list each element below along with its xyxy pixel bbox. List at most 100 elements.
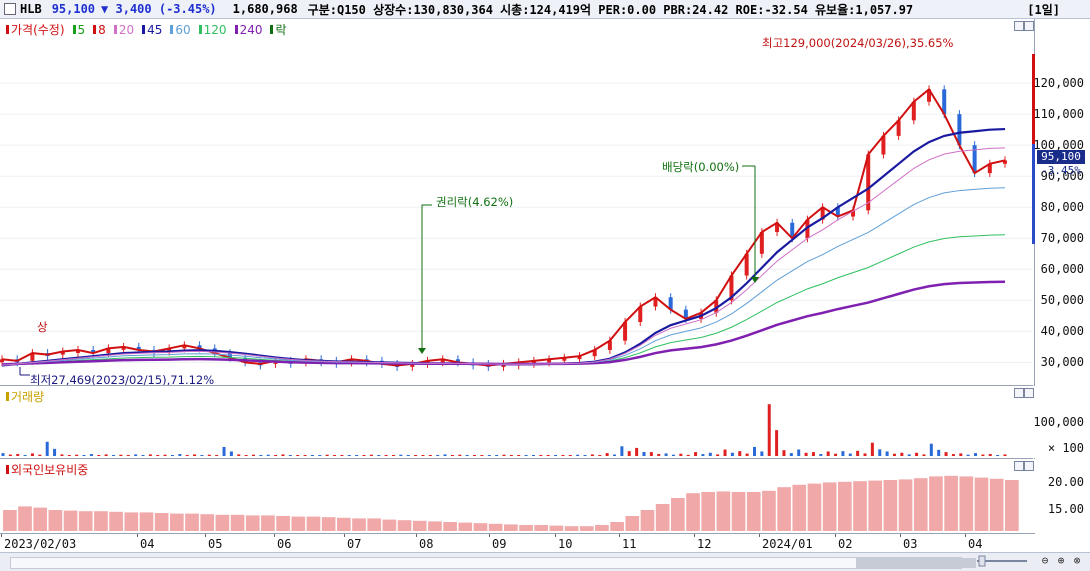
panel-minimize-icon[interactable] <box>1014 461 1024 471</box>
legend-item[interactable]: 60 <box>175 22 191 37</box>
volume-bar <box>922 454 926 456</box>
volume-bar <box>716 454 720 456</box>
price-tick-label: 120,000 <box>1033 76 1084 91</box>
volume-bar <box>207 454 211 456</box>
price-chart[interactable] <box>0 19 1035 385</box>
volume-bar <box>104 454 108 456</box>
date-tick <box>619 534 620 537</box>
volume-bar <box>237 454 241 456</box>
ownership-bar <box>276 516 290 531</box>
volume-bar <box>119 454 123 456</box>
volume-bar <box>340 455 344 456</box>
volume-bar <box>244 455 248 456</box>
horizontal-scrollbar[interactable] <box>10 557 976 569</box>
ownership-bar <box>109 511 123 531</box>
price-change: ▼ 3,400 (-3.45%) <box>101 2 217 16</box>
panel-minimize-icon[interactable] <box>1014 388 1024 398</box>
ownership-bar <box>534 525 549 531</box>
dividend-annotation: 배당락(0.00%) <box>662 160 740 174</box>
volume-bar <box>686 454 690 456</box>
foreign-ownership-panel[interactable]: 외국인보유비중 <box>0 459 1035 533</box>
ownership-bar <box>18 506 32 531</box>
price-range-bar <box>1032 54 1035 244</box>
volume-bar <box>642 451 646 456</box>
ownership-bar <box>579 526 594 531</box>
price-panel[interactable]: 가격(수정) 5 8 20 45 60 120 240 락 최고129,000(2024/03/… <box>0 19 1035 387</box>
volume-bar <box>23 455 27 456</box>
legend-item[interactable]: 가격(수정) <box>11 23 65 37</box>
ownership-bar <box>640 510 655 531</box>
volume-bar <box>937 449 941 456</box>
volume-axis-label: 100,000 <box>1033 415 1084 429</box>
volume-axis-unit: × 100 <box>1047 441 1084 455</box>
ownership-bar <box>504 524 518 531</box>
ownership-bar <box>291 516 306 531</box>
volume-bar <box>701 454 705 456</box>
panel-close-icon[interactable] <box>1024 388 1034 398</box>
volume-bar <box>487 455 491 456</box>
checkbox-icon[interactable] <box>4 3 16 15</box>
stock-symbol[interactable]: HLB <box>20 2 42 16</box>
volume-bar <box>834 453 838 456</box>
legend-item[interactable]: 8 <box>98 22 106 37</box>
volume-bar <box>296 455 300 456</box>
volume-bar <box>738 451 742 456</box>
volume-bar <box>907 454 911 456</box>
zoom-out-icon[interactable]: ⊖ <box>1041 554 1049 567</box>
volume-bar <box>649 452 653 456</box>
price-legend: 가격(수정) 5 8 20 45 60 120 240 락 <box>4 21 293 38</box>
volume-bar <box>944 452 948 456</box>
date-tick-label: 02 <box>838 537 853 551</box>
volume-bar <box>863 453 867 456</box>
zoom-slider[interactable] <box>975 555 1030 567</box>
ownership-bar <box>762 490 776 531</box>
legend-swatch <box>6 25 9 34</box>
scrollbar-thumb[interactable] <box>856 558 976 568</box>
ownership-bar <box>792 484 807 531</box>
volume-chart[interactable] <box>0 386 1035 458</box>
panel-minimize-icon[interactable] <box>1014 21 1024 31</box>
legend-item[interactable]: 20 <box>118 22 135 37</box>
zoom-in-icon[interactable]: ⊕ <box>1057 554 1065 567</box>
volume-bar <box>229 451 233 456</box>
foreign-axis-label-high: 20.00 <box>1047 475 1084 489</box>
foreign-ownership-chart[interactable] <box>0 459 1035 533</box>
volume-bar <box>82 455 86 456</box>
price-tick-label: 50,000 <box>1040 293 1084 308</box>
ownership-bar <box>853 481 867 531</box>
ownership-bar <box>428 521 442 531</box>
volume-bar <box>966 454 970 456</box>
moving-average-line <box>1 234 1006 366</box>
volume-bar <box>539 455 543 456</box>
volume-bar <box>664 453 668 456</box>
volume-bar <box>178 454 182 456</box>
volume-bar <box>988 454 992 456</box>
date-tick <box>900 534 901 537</box>
ownership-bar <box>473 523 488 531</box>
legend-item[interactable]: 120 <box>203 22 227 37</box>
legend-item[interactable]: 45 <box>147 22 163 37</box>
legend-item[interactable]: 240 <box>239 22 263 37</box>
legend-item[interactable]: 5 <box>77 22 86 37</box>
panel-close-icon[interactable] <box>1024 461 1034 471</box>
date-tick <box>344 534 345 537</box>
volume-panel[interactable]: 거래량 <box>0 386 1035 458</box>
ownership-bar <box>230 514 245 531</box>
legend-item[interactable]: 락 <box>275 23 287 37</box>
period-selector[interactable]: [1일] <box>1027 3 1060 17</box>
zoom-reset-icon[interactable]: ⊗ <box>1073 554 1081 567</box>
ownership-bar <box>838 481 852 531</box>
moving-average-line <box>1 147 1006 366</box>
ownership-bar <box>367 518 382 531</box>
foreign-axis-label-low: 15.00 <box>1047 502 1084 516</box>
legend-swatch <box>142 25 146 34</box>
date-tick <box>965 534 966 537</box>
date-tick-label: 06 <box>277 537 292 551</box>
ownership-bar <box>549 525 564 531</box>
foreign-title: 외국인보유비중 <box>11 463 89 477</box>
volume-bar <box>635 447 639 456</box>
legend-swatch <box>270 25 274 34</box>
volume-bar <box>723 449 727 456</box>
ownership-bar <box>245 515 260 531</box>
panel-close-icon[interactable] <box>1024 21 1034 31</box>
